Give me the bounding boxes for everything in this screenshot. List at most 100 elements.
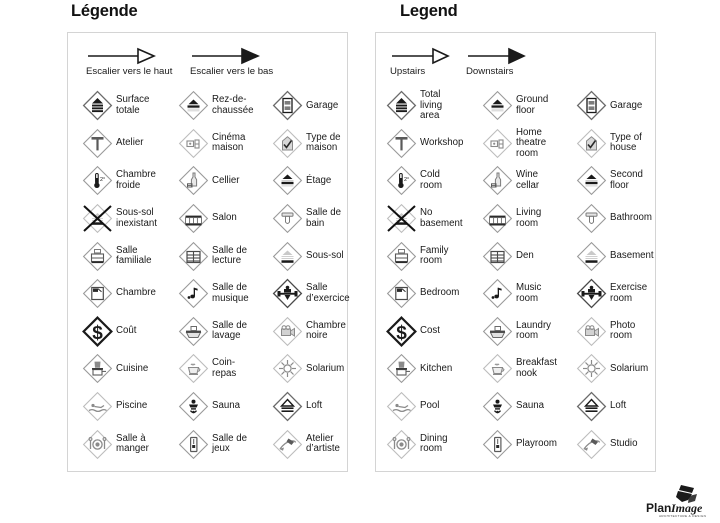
legend-item[interactable]: Playroom xyxy=(482,425,576,463)
legend-item[interactable]: Salle de lavage xyxy=(178,313,272,351)
legend-row: Surface totale Rez-de- chaussée Garage xyxy=(68,87,347,125)
legend-grid-french: Surface totale Rez-de- chaussée Garage Atel… xyxy=(68,87,350,463)
legend-item-label: No basement xyxy=(420,206,463,229)
legend-panel-english: Upstairs Downstairs Total living area Gro… xyxy=(375,32,656,472)
legend-item-label: Wine cellar xyxy=(516,169,540,191)
legend-item[interactable]: Exercise room xyxy=(576,275,656,313)
cold-room-icon: 2° xyxy=(82,165,113,196)
legend-item[interactable]: Coin- repas xyxy=(178,350,272,388)
loft-icon xyxy=(272,391,303,422)
legend-item[interactable]: Surface totale xyxy=(82,87,178,125)
legend-item[interactable]: Sous-sol xyxy=(272,237,350,275)
legend-item[interactable]: Type de maison xyxy=(272,125,350,163)
legend-item[interactable]: Pool xyxy=(386,388,482,426)
legend-item[interactable]: Sauna xyxy=(482,388,576,426)
legend-item-label: Étage xyxy=(306,174,332,186)
legend-item[interactable]: Atelier d’artiste xyxy=(272,425,350,463)
legend-item[interactable]: Music room xyxy=(482,275,576,313)
legend-item-label: Salle à manger xyxy=(116,432,149,455)
legend-item[interactable]: Salle de musique xyxy=(178,275,272,313)
legend-row: Kitchen Breakfast nook Solarium xyxy=(376,350,655,388)
legend-item[interactable]: Sous-sol inexistant xyxy=(82,200,178,238)
legend-item[interactable]: Laundry room xyxy=(482,313,576,351)
legend-item[interactable]: Living room xyxy=(482,200,576,238)
legend-item[interactable]: Second floor xyxy=(576,162,656,200)
legend-item[interactable]: Workshop xyxy=(386,125,482,163)
legend-item[interactable]: Basement xyxy=(576,237,656,275)
legend-item-label: Sous-sol inexistant xyxy=(116,206,157,229)
legend-item-label: Salle de jeux xyxy=(212,432,248,455)
legend-item[interactable]: Solarium xyxy=(576,350,656,388)
legend-item[interactable]: Sauna xyxy=(178,388,272,426)
legend-item[interactable]: Kitchen xyxy=(386,350,482,388)
loft-icon xyxy=(576,391,607,422)
legend-item[interactable]: 2° Chambre froide xyxy=(82,162,178,200)
legend-item[interactable]: $ Coût xyxy=(82,313,178,351)
legend-panel-french: Escalier vers le haut Escalier vers le b… xyxy=(67,32,350,472)
stairs-up-item: Escalier vers le haut xyxy=(86,47,172,77)
legend-item-label: Cost xyxy=(420,325,440,337)
legend-item[interactable]: Cuisine xyxy=(82,350,178,388)
legend-item[interactable]: Total living area xyxy=(386,87,482,125)
legend-item[interactable]: No basement xyxy=(386,200,482,238)
legend-item[interactable]: Salle familiale xyxy=(82,237,178,275)
legend-item[interactable]: Bedroom xyxy=(386,275,482,313)
legend-item[interactable]: Salle d’exercice xyxy=(272,275,350,313)
laundry-room-icon xyxy=(178,316,209,347)
legend-item[interactable]: Bathroom xyxy=(576,200,656,238)
living-room-icon xyxy=(178,203,209,234)
legend-item[interactable]: Étage xyxy=(272,162,350,200)
legend-item-label: Garage xyxy=(306,99,339,111)
legend-item[interactable]: $ Cost xyxy=(386,313,482,351)
legend-item[interactable]: Salle à manger xyxy=(82,425,178,463)
legend-row: Salle familiale Salle de lecture Sous-sol xyxy=(68,237,347,275)
legend-item[interactable]: Loft xyxy=(272,388,350,426)
legend-item[interactable]: Salle de jeux xyxy=(178,425,272,463)
legend-item[interactable]: Salon xyxy=(178,200,272,238)
legend-item[interactable]: Piscine xyxy=(82,388,178,426)
legend-item[interactable]: Dining room xyxy=(386,425,482,463)
arrow-outline-icon xyxy=(88,47,156,65)
legend-item-label: Cellier xyxy=(212,174,240,186)
legend-item[interactable]: Den xyxy=(482,237,576,275)
legend-item[interactable]: Salle de bain xyxy=(272,200,350,238)
sauna-icon xyxy=(482,391,513,422)
svg-text:$: $ xyxy=(396,323,407,344)
legend-item[interactable]: Photo room xyxy=(576,313,656,351)
legend-item[interactable]: Family room xyxy=(386,237,482,275)
legend-item-label: Salle de lavage xyxy=(212,319,248,342)
no-basement-icon xyxy=(386,203,417,234)
legend-item-label: Salle de lecture xyxy=(212,244,248,267)
legend-item[interactable]: Studio xyxy=(576,425,656,463)
living-room-icon xyxy=(482,203,513,234)
legend-item[interactable]: 2° Cold room xyxy=(386,162,482,200)
legend-item[interactable]: Garage xyxy=(272,87,350,125)
logo-tagline: ARCHITECTURE & DESIGN xyxy=(659,514,706,518)
legend-item[interactable]: Salle de lecture xyxy=(178,237,272,275)
breakfast-nook-icon xyxy=(482,353,513,384)
legend-item[interactable]: Garage xyxy=(576,87,656,125)
legend-item[interactable]: Wine cellar xyxy=(482,162,576,200)
legend-item[interactable]: Rez-de- chaussée xyxy=(178,87,272,125)
legend-item-label: Atelier xyxy=(116,137,144,149)
legend-item[interactable]: Ground floor xyxy=(482,87,576,125)
legend-item[interactable]: Solarium xyxy=(272,350,350,388)
svg-text:$: $ xyxy=(92,323,103,344)
legend-item[interactable]: Breakfast nook xyxy=(482,350,576,388)
legend-item[interactable]: Atelier xyxy=(82,125,178,163)
legend-item[interactable]: Home theatre room xyxy=(482,125,576,163)
legend-item-label: Type de maison xyxy=(306,131,341,154)
logo-name-part1: Plan xyxy=(646,501,671,515)
exercise-room-icon xyxy=(576,278,607,309)
legend-item[interactable]: Chambre xyxy=(82,275,178,313)
legend-item-label: Salle familiale xyxy=(116,244,152,267)
legend-item[interactable]: Chambre noire xyxy=(272,313,350,351)
legend-item[interactable]: Type of house xyxy=(576,125,656,163)
svg-text:2°: 2° xyxy=(100,177,105,183)
family-room-icon xyxy=(386,241,417,272)
legend-item[interactable]: Loft xyxy=(576,388,656,426)
legend-item[interactable]: Cinéma maison xyxy=(178,125,272,163)
legend-item[interactable]: Cellier xyxy=(178,162,272,200)
arrow-outline-icon xyxy=(392,47,450,65)
exercise-room-icon xyxy=(272,278,303,309)
